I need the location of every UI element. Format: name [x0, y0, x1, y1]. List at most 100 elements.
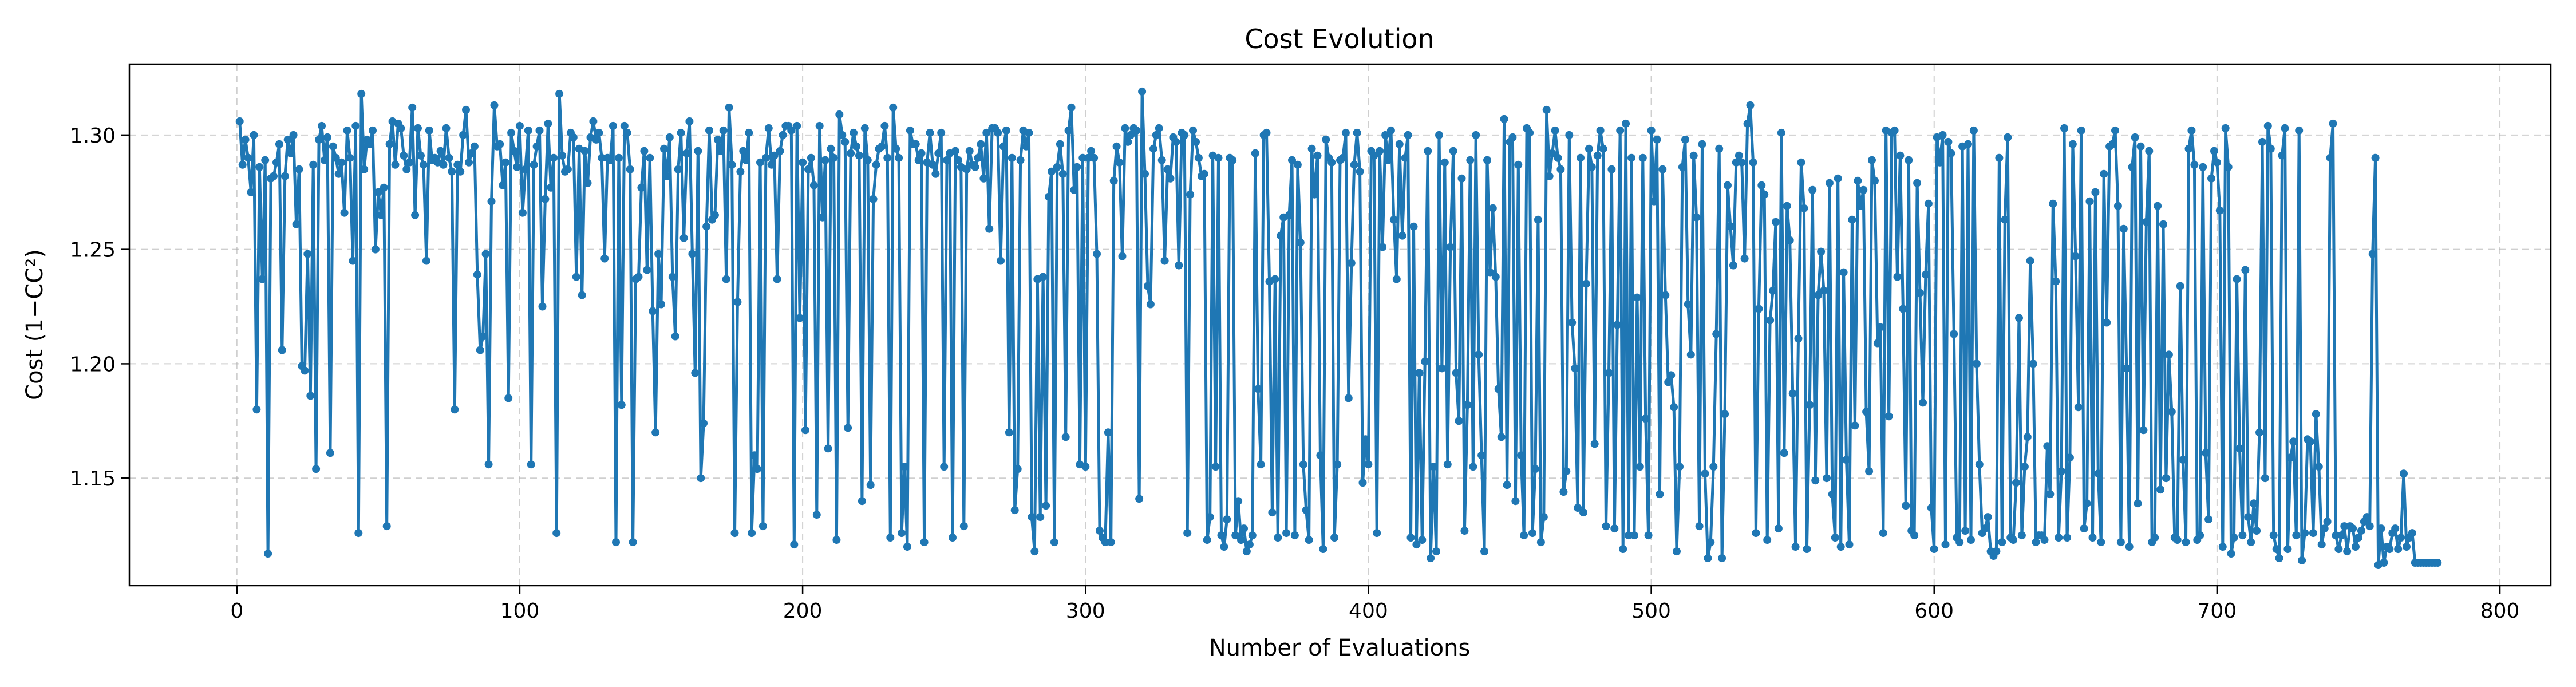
data-point	[1056, 140, 1064, 148]
data-point	[937, 128, 946, 137]
data-point	[1656, 490, 1664, 499]
data-point	[2151, 534, 2159, 542]
data-point	[1803, 545, 1811, 554]
data-point	[1010, 506, 1019, 515]
data-point	[1361, 435, 1370, 444]
data-point	[1842, 456, 1851, 464]
data-point	[872, 160, 880, 169]
data-point	[730, 529, 739, 538]
data-point	[1491, 273, 1500, 281]
data-point	[544, 119, 552, 128]
data-point	[374, 188, 382, 196]
data-point	[753, 465, 761, 473]
data-point	[716, 147, 725, 155]
data-point	[1078, 153, 1087, 162]
data-point	[1472, 131, 1480, 139]
data-point	[1593, 151, 1602, 160]
data-point	[1992, 547, 2001, 556]
data-point	[323, 133, 331, 141]
data-point	[1732, 158, 1740, 167]
data-point	[2275, 554, 2283, 563]
data-point	[1288, 156, 1296, 164]
data-point	[1536, 538, 1545, 547]
data-point	[1435, 131, 1443, 139]
data-point	[2184, 144, 2193, 153]
data-point	[1520, 531, 1528, 540]
data-point	[2182, 538, 2190, 547]
data-point	[750, 451, 759, 460]
data-point	[999, 142, 1008, 151]
data-point	[456, 167, 465, 176]
data-point	[776, 147, 784, 155]
data-point	[467, 149, 476, 157]
data-point	[1146, 300, 1155, 309]
data-point	[1475, 350, 1483, 359]
data-point	[949, 534, 957, 542]
data-point	[600, 254, 609, 263]
data-point	[1539, 513, 1548, 522]
data-point	[1192, 137, 1200, 146]
data-point	[1194, 153, 1203, 162]
data-point	[2235, 444, 2244, 453]
x-tick-label: 600	[1914, 599, 1954, 623]
data-point	[2125, 543, 2134, 551]
data-point	[1602, 522, 1610, 531]
data-point	[1995, 153, 2004, 162]
data-point	[1686, 350, 1695, 359]
data-point	[1836, 543, 1845, 551]
data-point	[1155, 124, 1163, 132]
data-point	[1370, 151, 1378, 160]
data-point	[2017, 531, 2026, 540]
data-point	[1061, 433, 1070, 441]
data-point	[2253, 527, 2261, 535]
data-point	[1998, 538, 2006, 547]
data-point	[1676, 463, 1684, 471]
data-point	[1984, 513, 1992, 522]
data-point	[829, 153, 838, 162]
data-point	[2400, 469, 2408, 478]
data-point	[2009, 536, 2018, 544]
data-point	[1565, 131, 1574, 139]
data-point	[2329, 119, 2337, 128]
data-point	[2055, 534, 2063, 542]
data-point	[2088, 534, 2097, 542]
data-point	[940, 463, 949, 471]
data-point	[1392, 275, 1401, 283]
data-point	[487, 197, 496, 206]
data-point	[764, 124, 773, 132]
data-point	[2385, 545, 2394, 554]
data-point	[824, 444, 832, 453]
data-point	[377, 211, 385, 219]
data-point	[1517, 451, 1526, 460]
data-point	[1127, 131, 1135, 139]
data-point	[719, 126, 728, 135]
data-point	[1650, 197, 1658, 206]
data-point	[1058, 169, 1067, 178]
data-point	[1859, 185, 1868, 194]
data-point	[337, 158, 346, 167]
data-point	[425, 126, 433, 135]
data-point	[1913, 179, 1922, 187]
data-point	[1424, 147, 1432, 155]
data-point	[2292, 531, 2301, 540]
data-point	[1115, 158, 1124, 167]
data-point	[255, 163, 264, 171]
chart-title: Cost Evolution	[1244, 23, 1434, 54]
data-point	[1961, 527, 1970, 535]
data-point	[1299, 460, 1307, 469]
data-point	[258, 275, 267, 283]
data-point	[1534, 215, 1542, 224]
data-point	[685, 117, 694, 125]
data-point	[1101, 538, 1109, 547]
data-point	[1616, 126, 1625, 135]
data-point	[889, 103, 898, 112]
data-point	[1121, 124, 1129, 132]
data-point	[674, 165, 682, 173]
data-point	[1016, 156, 1025, 164]
data-point	[2103, 318, 2111, 327]
data-point	[2154, 202, 2162, 210]
data-point	[1220, 543, 1228, 551]
data-point	[380, 183, 388, 192]
data-point	[713, 135, 722, 144]
